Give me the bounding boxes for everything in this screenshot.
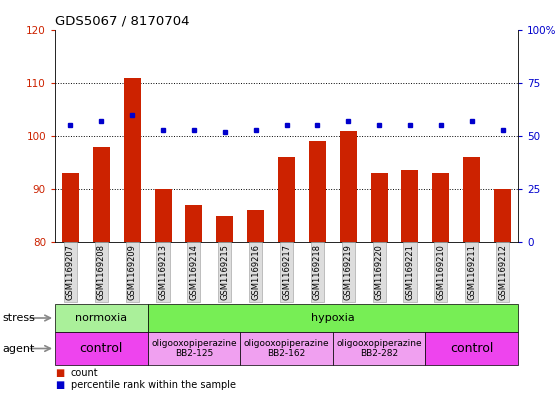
Bar bbox=[55, 304, 148, 332]
Text: GSM1169221: GSM1169221 bbox=[405, 244, 414, 300]
Text: GSM1169214: GSM1169214 bbox=[189, 244, 198, 300]
Bar bbox=[494, 189, 511, 242]
Bar bbox=[55, 332, 148, 365]
Bar bbox=[340, 131, 357, 242]
Bar bbox=[278, 157, 295, 242]
Text: oligooxopiperazine
BB2-125: oligooxopiperazine BB2-125 bbox=[151, 339, 237, 358]
Bar bbox=[426, 332, 518, 365]
Bar bbox=[333, 332, 426, 365]
Bar bbox=[402, 171, 418, 242]
Text: GSM1169211: GSM1169211 bbox=[467, 244, 476, 300]
Text: count: count bbox=[71, 368, 99, 378]
Text: GSM1169218: GSM1169218 bbox=[313, 244, 322, 300]
Text: GSM1169217: GSM1169217 bbox=[282, 244, 291, 300]
Text: control: control bbox=[80, 342, 123, 355]
Text: ■: ■ bbox=[55, 380, 64, 389]
Text: GDS5067 / 8170704: GDS5067 / 8170704 bbox=[55, 15, 189, 28]
Text: percentile rank within the sample: percentile rank within the sample bbox=[71, 380, 236, 389]
Bar bbox=[247, 210, 264, 242]
Text: GSM1169209: GSM1169209 bbox=[128, 244, 137, 300]
Text: GSM1169215: GSM1169215 bbox=[220, 244, 229, 300]
Bar bbox=[148, 304, 518, 332]
Bar bbox=[216, 215, 234, 242]
Bar bbox=[148, 332, 240, 365]
Text: hypoxia: hypoxia bbox=[311, 313, 354, 323]
Text: oligooxopiperazine
BB2-162: oligooxopiperazine BB2-162 bbox=[244, 339, 329, 358]
Text: GSM1169220: GSM1169220 bbox=[375, 244, 384, 300]
Text: GSM1169210: GSM1169210 bbox=[436, 244, 445, 300]
Text: GSM1169219: GSM1169219 bbox=[344, 244, 353, 300]
Text: GSM1169213: GSM1169213 bbox=[158, 244, 167, 300]
Text: GSM1169216: GSM1169216 bbox=[251, 244, 260, 300]
Text: ■: ■ bbox=[55, 368, 64, 378]
Bar bbox=[93, 147, 110, 242]
Text: stress: stress bbox=[2, 313, 35, 323]
Bar bbox=[371, 173, 388, 242]
Text: GSM1169212: GSM1169212 bbox=[498, 244, 507, 300]
Text: control: control bbox=[450, 342, 493, 355]
Bar bbox=[463, 157, 480, 242]
Bar bbox=[124, 78, 141, 242]
Text: agent: agent bbox=[2, 343, 34, 353]
Text: normoxia: normoxia bbox=[75, 313, 127, 323]
Bar bbox=[432, 173, 449, 242]
Bar bbox=[62, 173, 79, 242]
Text: GSM1169208: GSM1169208 bbox=[97, 244, 106, 300]
Bar bbox=[155, 189, 171, 242]
Bar bbox=[185, 205, 202, 242]
Bar bbox=[309, 141, 326, 242]
Text: oligooxopiperazine
BB2-282: oligooxopiperazine BB2-282 bbox=[337, 339, 422, 358]
Text: GSM1169207: GSM1169207 bbox=[66, 244, 75, 300]
Bar bbox=[240, 332, 333, 365]
